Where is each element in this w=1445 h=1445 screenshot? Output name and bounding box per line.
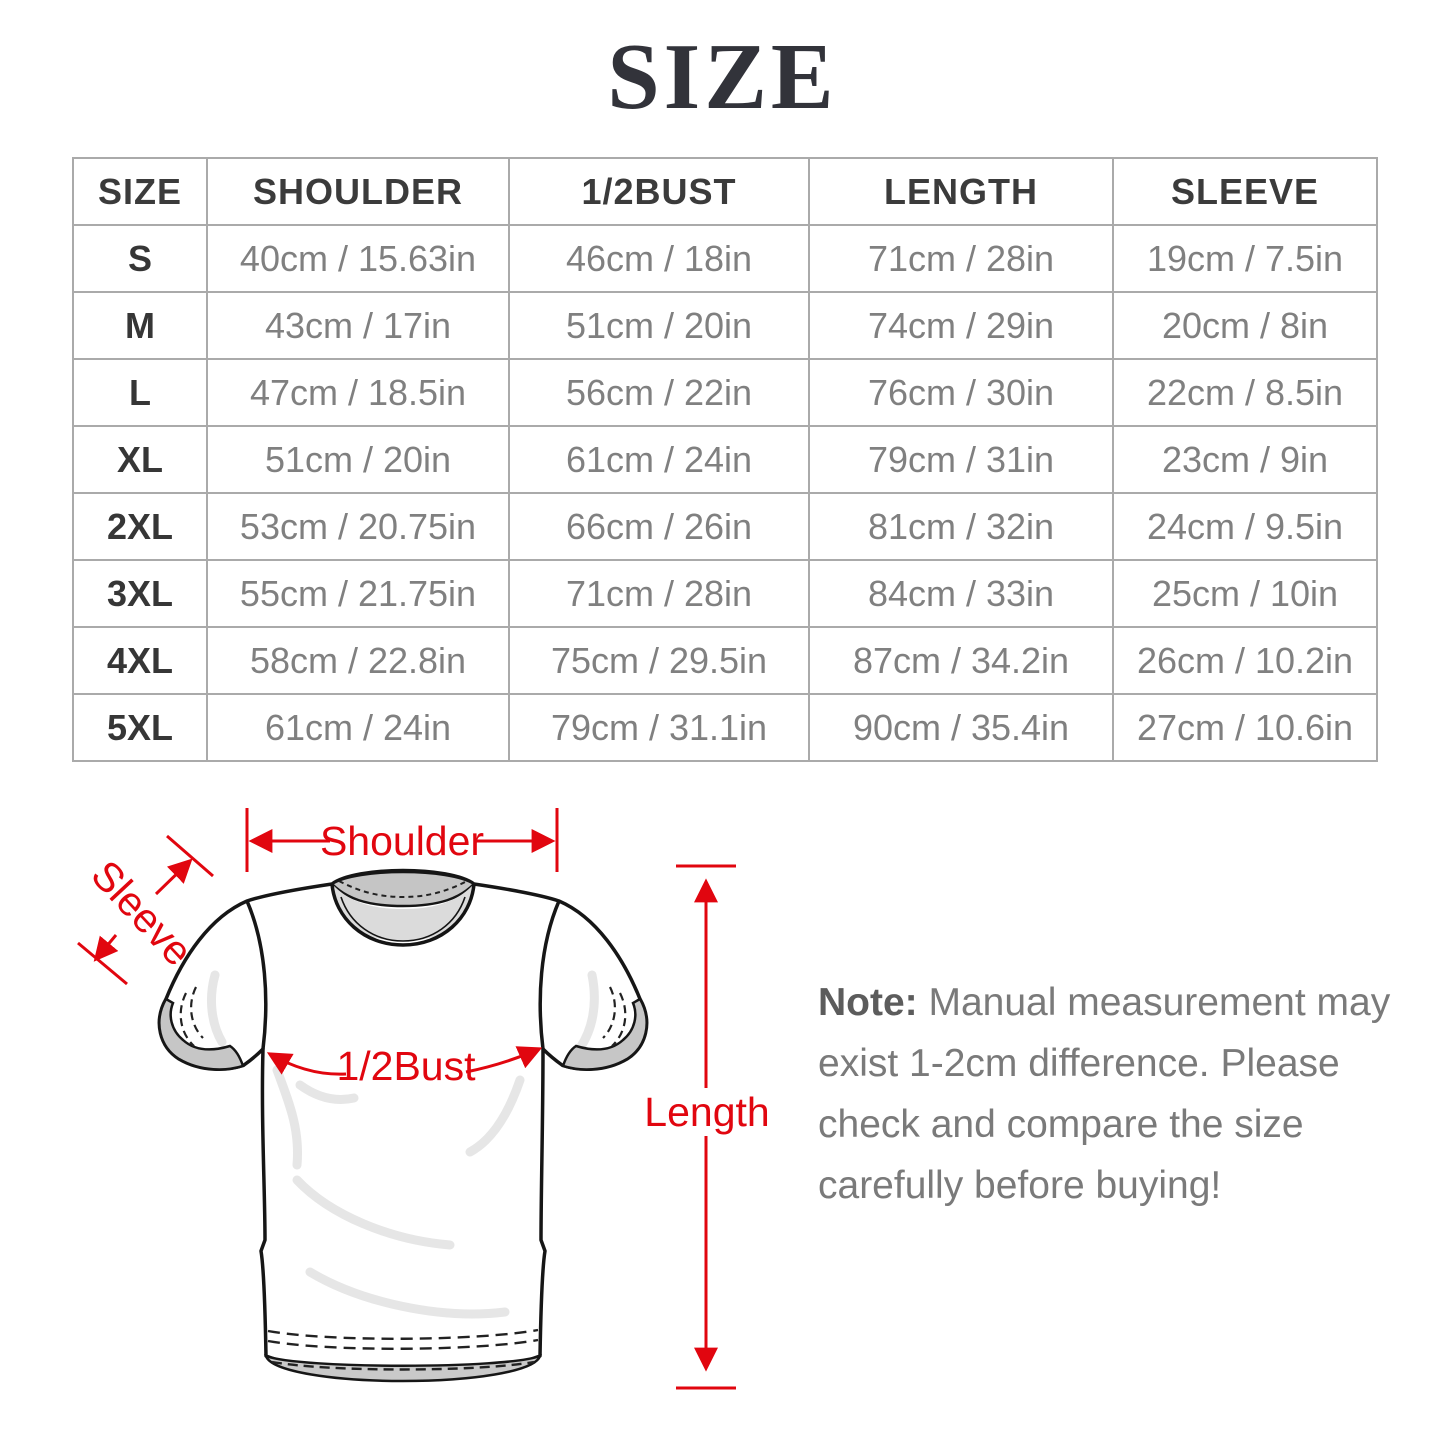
cell-size: 3XL	[72, 559, 208, 628]
cell-sleeve: 25cm / 10in	[1112, 559, 1378, 628]
bust-annotation	[266, 1046, 543, 1076]
cell-sleeve: 22cm / 8.5in	[1112, 358, 1378, 427]
cell-length: 76cm / 30in	[808, 358, 1114, 427]
header-shoulder: SHOULDER	[206, 157, 510, 226]
cell-length: 84cm / 33in	[808, 559, 1114, 628]
cell-bust: 61cm / 24in	[508, 425, 810, 494]
note-line-4: carefully before buying!	[818, 1164, 1222, 1207]
hem	[264, 1328, 542, 1383]
cell-bust: 51cm / 20in	[508, 291, 810, 360]
cell-sleeve: 27cm / 10.6in	[1112, 693, 1378, 762]
collar	[330, 870, 476, 947]
cell-shoulder: 58cm / 22.8in	[206, 626, 510, 695]
cell-size: 4XL	[72, 626, 208, 695]
cell-sleeve: 23cm / 9in	[1112, 425, 1378, 494]
table-row: 3XL 55cm / 21.75in 71cm / 28in 84cm / 33…	[72, 559, 1378, 628]
table-row: 5XL 61cm / 24in 79cm / 31.1in 90cm / 35.…	[72, 693, 1378, 762]
table-row: S 40cm / 15.63in 46cm / 18in 71cm / 28in…	[72, 224, 1378, 293]
cell-bust: 79cm / 31.1in	[508, 693, 810, 762]
shoulder-annotation	[245, 808, 559, 872]
cell-size: XL	[72, 425, 208, 494]
cell-shoulder: 55cm / 21.75in	[206, 559, 510, 628]
cell-bust: 75cm / 29.5in	[508, 626, 810, 695]
collar-stitch	[338, 880, 468, 899]
cell-shoulder: 53cm / 20.75in	[206, 492, 510, 561]
sleeve-arrow-down	[93, 934, 119, 962]
bust-arrow-right	[465, 1046, 543, 1074]
note-prefix: Note:	[818, 981, 918, 1024]
table-row: M 43cm / 17in 51cm / 20in 74cm / 29in 20…	[72, 291, 1378, 360]
cell-size: M	[72, 291, 208, 360]
cell-size: 2XL	[72, 492, 208, 561]
cell-shoulder: 47cm / 18.5in	[206, 358, 510, 427]
cuff-right	[561, 986, 648, 1071]
sleeve-tick-top	[166, 834, 214, 878]
fabric-wrinkles	[206, 970, 599, 1319]
note-line-1: Note: Manual measurement may	[818, 972, 1391, 1033]
cell-length: 87cm / 34.2in	[808, 626, 1114, 695]
cell-shoulder: 40cm / 15.63in	[206, 224, 510, 293]
header-sleeve: SLEEVE	[1112, 157, 1378, 226]
cell-length: 90cm / 35.4in	[808, 693, 1114, 762]
cell-shoulder: 61cm / 24in	[206, 693, 510, 762]
cell-sleeve: 26cm / 10.2in	[1112, 626, 1378, 695]
length-label: Length	[644, 1089, 769, 1135]
cell-bust: 71cm / 28in	[508, 559, 810, 628]
size-table: SIZE SHOULDER 1/2BUST LENGTH SLEEVE S 40…	[72, 157, 1378, 762]
armhole-seam-left	[245, 900, 268, 1050]
length-annotation	[676, 864, 736, 1390]
bust-label: 1/2Bust	[336, 1043, 476, 1089]
cell-bust: 46cm / 18in	[508, 224, 810, 293]
cell-length: 81cm / 32in	[808, 492, 1114, 561]
measure-annotations	[77, 808, 736, 1390]
cell-length: 71cm / 28in	[808, 224, 1114, 293]
note-line-2: exist 1-2cm difference. Please	[818, 1042, 1340, 1085]
bust-arrow-left	[266, 1052, 347, 1076]
cell-sleeve: 20cm / 8in	[1112, 291, 1378, 360]
note-text: Note: Manual measurement may exist 1-2cm…	[818, 972, 1391, 1216]
sleeve-arrow-up	[154, 858, 193, 896]
armhole-seam-right	[538, 900, 561, 1050]
cell-bust: 66cm / 26in	[508, 492, 810, 561]
header-size: SIZE	[72, 157, 208, 226]
sleeve-tick-bottom	[77, 941, 128, 986]
shoulder-label: Shoulder	[320, 818, 484, 864]
header-length: LENGTH	[808, 157, 1114, 226]
cell-shoulder: 51cm / 20in	[206, 425, 510, 494]
table-header-row: SIZE SHOULDER 1/2BUST LENGTH SLEEVE	[72, 157, 1378, 226]
page-title: SIZE	[607, 25, 838, 129]
cell-length: 79cm / 31in	[808, 425, 1114, 494]
cell-length: 74cm / 29in	[808, 291, 1114, 360]
header-bust: 1/2BUST	[508, 157, 810, 226]
table-row: 4XL 58cm / 22.8in 75cm / 29.5in 87cm / 3…	[72, 626, 1378, 695]
note-line-1-text: Manual measurement may	[917, 981, 1391, 1024]
table-row: XL 51cm / 20in 61cm / 24in 79cm / 31in 2…	[72, 425, 1378, 494]
cell-bust: 56cm / 22in	[508, 358, 810, 427]
sleeve-annotation	[77, 834, 214, 986]
cell-sleeve: 19cm / 7.5in	[1112, 224, 1378, 293]
cuff-left	[158, 986, 245, 1071]
cell-size: S	[72, 224, 208, 293]
cell-sleeve: 24cm / 9.5in	[1112, 492, 1378, 561]
cell-size: L	[72, 358, 208, 427]
table-row: L 47cm / 18.5in 56cm / 22in 76cm / 30in …	[72, 358, 1378, 427]
cell-shoulder: 43cm / 17in	[206, 291, 510, 360]
cell-size: 5XL	[72, 693, 208, 762]
note-line-3: check and compare the size	[818, 1103, 1304, 1146]
table-row: 2XL 53cm / 20.75in 66cm / 26in 81cm / 32…	[72, 492, 1378, 561]
